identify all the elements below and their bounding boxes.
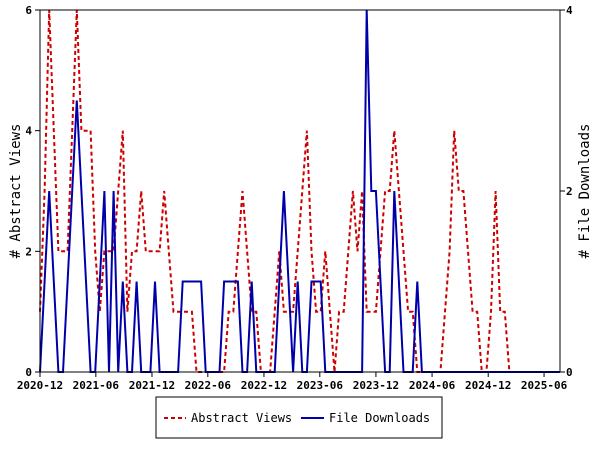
legend-label-abstract-views: Abstract Views: [191, 411, 292, 425]
y-left-tick-label: 4: [25, 125, 32, 138]
y-right-tick-label: 4: [566, 4, 573, 17]
legend-box: [155, 396, 443, 439]
x-tick-label: 2020-12: [17, 379, 63, 392]
x-tick-label: 2025-06: [521, 379, 568, 392]
x-tick-label: 2024-06: [409, 379, 456, 392]
y-left-tick-label: 6: [25, 4, 32, 17]
x-tick-label: 2024-12: [465, 379, 511, 392]
y-right-tick-label: 2: [566, 185, 573, 198]
legend: Abstract Views File Downloads: [155, 396, 443, 439]
y-left-tick-label: 2: [25, 245, 32, 258]
x-tick-label: 2021-06: [73, 379, 120, 392]
plot-area: [39, 9, 560, 373]
y-axis-left-title: # Abstract Views: [8, 124, 24, 259]
x-tick-label: 2022-12: [241, 379, 287, 392]
x-tick-label: 2023-06: [297, 379, 344, 392]
axes: 0 2 4 6 0 2 4 2020-12 2021-06 2021-12 2022-06 2022-…: [17, 4, 573, 392]
y-axis-right-title: # File Downloads: [577, 124, 593, 259]
legend-label-file-downloads: File Downloads: [329, 411, 430, 425]
y-right-tick-label: 0: [566, 366, 573, 379]
x-tick-label: 2023-12: [353, 379, 399, 392]
y-left-tick-label: 0: [25, 366, 32, 379]
series-line-abstract-views: [39, 9, 560, 373]
x-tick-label: 2022-06: [185, 379, 232, 392]
x-tick-label: 2021-12: [129, 379, 175, 392]
